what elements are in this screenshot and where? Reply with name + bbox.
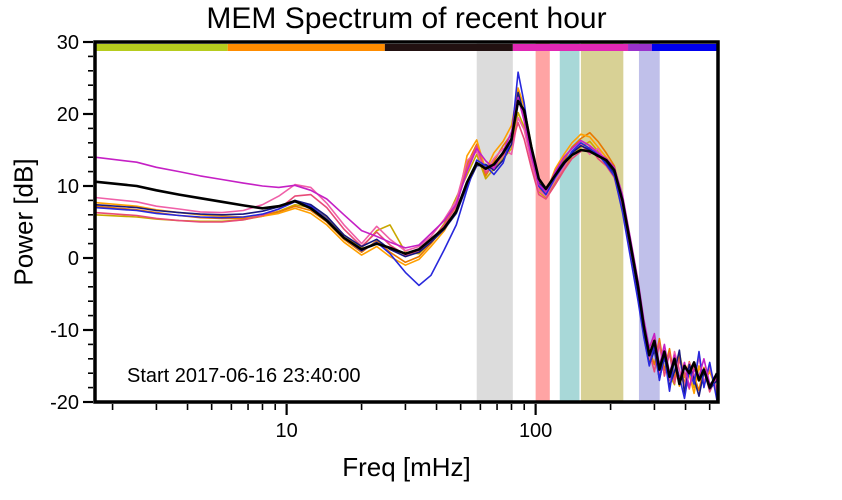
y-axis-label: Power [dB] <box>8 158 39 286</box>
svg-text:20: 20 <box>57 104 79 126</box>
svg-text:100: 100 <box>519 420 552 442</box>
svg-text:30: 30 <box>57 32 79 54</box>
svg-text:10: 10 <box>275 420 297 442</box>
svg-text:-10: -10 <box>50 320 79 342</box>
svg-text:10: 10 <box>57 176 79 198</box>
x-axis-label: Freq [mHz] <box>342 452 471 482</box>
start-time-annotation: Start 2017-06-16 23:40:00 <box>127 365 361 387</box>
svg-text:-20: -20 <box>50 392 79 414</box>
svg-text:0: 0 <box>68 248 79 270</box>
chart-title: MEM Spectrum of recent hour <box>206 2 607 35</box>
